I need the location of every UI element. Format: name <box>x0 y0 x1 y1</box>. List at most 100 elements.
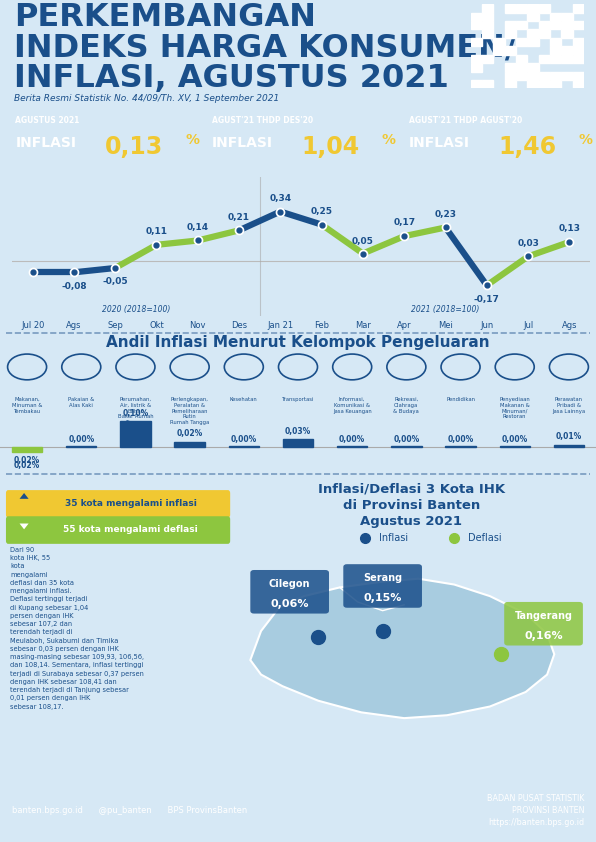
FancyBboxPatch shape <box>250 570 329 614</box>
Text: 0,13: 0,13 <box>558 224 581 233</box>
Bar <box>527 29 539 38</box>
Text: 0,00%: 0,00% <box>448 434 474 444</box>
Polygon shape <box>20 524 29 530</box>
Bar <box>482 21 493 29</box>
Text: 0,00%: 0,00% <box>68 434 94 444</box>
Text: Informasi,
Komunikasi &
Jasa Keuangan: Informasi, Komunikasi & Jasa Keuangan <box>333 397 371 413</box>
Text: AGUST'21 THDP AGUST'20: AGUST'21 THDP AGUST'20 <box>409 116 522 125</box>
Text: Perlengkapan,
Peralatan &
Pemeliharaan
Rutin
Rumah Tangga: Perlengkapan, Peralatan & Pemeliharaan R… <box>170 397 209 425</box>
Bar <box>482 80 493 88</box>
Bar <box>561 55 573 63</box>
Bar <box>471 80 482 88</box>
Text: Andil Inflasi Menurut Kelompok Pengeluaran: Andil Inflasi Menurut Kelompok Pengeluar… <box>106 335 490 350</box>
Bar <box>527 4 539 13</box>
Text: Kesehatan: Kesehatan <box>230 397 257 402</box>
Bar <box>573 46 584 55</box>
Bar <box>12 447 42 452</box>
Bar <box>482 13 493 21</box>
Text: 35 kota mengalami inflasi: 35 kota mengalami inflasi <box>64 498 197 508</box>
Bar <box>573 55 584 63</box>
Text: Perumahan,
Air, listrik &
Bahan
Bakar Rumah
Tangga: Perumahan, Air, listrik & Bahan Bakar Ru… <box>117 397 153 425</box>
Bar <box>550 38 561 46</box>
Bar <box>573 80 584 88</box>
Text: INFLASI: INFLASI <box>15 136 76 150</box>
Text: Makanan,
Minuman &
Tembakau: Makanan, Minuman & Tembakau <box>12 397 42 413</box>
Bar <box>561 72 573 80</box>
Bar <box>550 72 561 80</box>
Bar <box>527 72 539 80</box>
Text: PERKEMBANGAN: PERKEMBANGAN <box>14 3 316 33</box>
Bar <box>505 72 516 80</box>
Polygon shape <box>250 578 554 718</box>
Bar <box>493 46 505 55</box>
Text: 0,16%: 0,16% <box>524 631 563 641</box>
Text: INFLASI: INFLASI <box>212 136 273 150</box>
Text: -0,08: -0,08 <box>61 282 86 290</box>
Bar <box>527 13 539 21</box>
Polygon shape <box>20 493 29 498</box>
Bar <box>482 29 493 38</box>
Bar <box>539 4 550 13</box>
Bar <box>550 13 561 21</box>
Bar <box>120 421 151 447</box>
Text: Dari 90
kota IHK, 55
kota
mengalami
deflasi dan 35 kota
mengalami inflasi.
Defla: Dari 90 kota IHK, 55 kota mengalami defl… <box>11 546 144 710</box>
Text: Pakaian &
Alas Kaki: Pakaian & Alas Kaki <box>68 397 94 408</box>
Text: 2020 (2018=100): 2020 (2018=100) <box>101 305 170 314</box>
Text: 0,00%: 0,00% <box>502 434 528 444</box>
Bar <box>527 38 539 46</box>
Text: 0,14: 0,14 <box>187 223 209 232</box>
Text: 0,00%: 0,00% <box>231 434 257 444</box>
Bar <box>561 21 573 29</box>
Text: 1,46: 1,46 <box>498 135 557 159</box>
Text: 55 kota mengalami deflasi: 55 kota mengalami deflasi <box>63 525 198 535</box>
Bar <box>493 38 505 46</box>
Text: Serang: Serang <box>363 573 402 583</box>
Bar <box>499 446 530 447</box>
FancyBboxPatch shape <box>6 490 230 518</box>
Text: Cilegon: Cilegon <box>269 578 311 589</box>
Text: INFLASI, AGUSTUS 2021: INFLASI, AGUSTUS 2021 <box>14 63 449 94</box>
Bar <box>66 446 97 447</box>
Text: Berita Resmi Statistik No. 44/09/Th. XV, 1 September 2021: Berita Resmi Statistik No. 44/09/Th. XV,… <box>14 94 279 103</box>
Text: 0,01%: 0,01% <box>556 432 582 441</box>
Bar <box>539 80 550 88</box>
Bar <box>527 80 539 88</box>
Text: 0,25: 0,25 <box>311 207 333 216</box>
Bar <box>482 4 493 13</box>
Text: 0,03%: 0,03% <box>285 427 311 436</box>
Bar <box>229 446 259 447</box>
Bar <box>527 63 539 72</box>
Text: 0,15%: 0,15% <box>364 594 402 603</box>
Bar <box>550 46 561 55</box>
Bar <box>471 63 482 72</box>
Text: 0,34: 0,34 <box>269 194 291 203</box>
Bar <box>573 4 584 13</box>
Text: INDEKS HARGA KONSUMEN/: INDEKS HARGA KONSUMEN/ <box>14 33 517 64</box>
Bar <box>505 80 516 88</box>
Text: 0,17: 0,17 <box>393 218 415 227</box>
FancyBboxPatch shape <box>504 602 583 646</box>
FancyBboxPatch shape <box>6 516 230 544</box>
Bar <box>505 63 516 72</box>
Bar <box>573 21 584 29</box>
Text: Tangerang: Tangerang <box>514 610 573 621</box>
Text: Inflasi: Inflasi <box>379 533 408 543</box>
Bar <box>445 446 476 447</box>
Bar <box>516 63 527 72</box>
Bar <box>505 4 516 13</box>
Bar <box>482 55 493 63</box>
Text: 0,00%: 0,00% <box>393 434 420 444</box>
Text: INFLASI: INFLASI <box>409 136 470 150</box>
Bar <box>505 21 516 29</box>
Text: 0,02%: 0,02% <box>176 429 203 439</box>
Bar <box>539 72 550 80</box>
Bar <box>561 13 573 21</box>
Text: 0,03: 0,03 <box>517 239 539 248</box>
Bar <box>471 13 482 21</box>
Bar <box>337 446 367 447</box>
Text: -0,05: -0,05 <box>103 277 128 286</box>
Text: Rekreasi,
Olahraga
& Budaya: Rekreasi, Olahraga & Budaya <box>393 397 419 413</box>
Text: AGUST'21 THDP DES'20: AGUST'21 THDP DES'20 <box>212 116 313 125</box>
Bar <box>573 38 584 46</box>
Text: Deflasi: Deflasi <box>468 533 502 543</box>
